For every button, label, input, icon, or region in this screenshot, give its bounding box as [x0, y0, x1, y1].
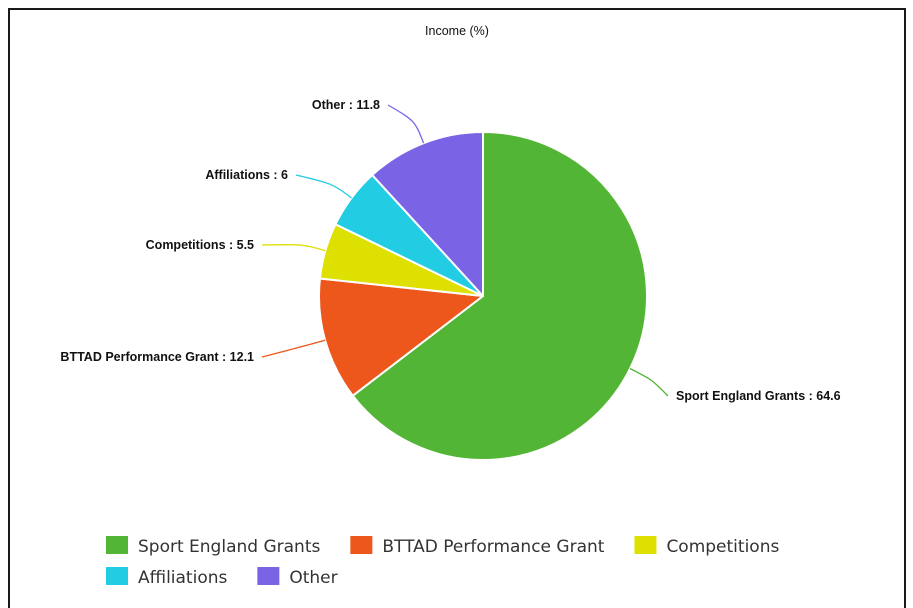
slice-labels: Sport England Grants : 64.6 BTTAD Perform…: [60, 98, 840, 403]
leader-line-sport-england-grants: [629, 368, 669, 397]
pie-slice-sport-england-grants[interactable]: [351, 131, 648, 461]
legend-swatch-competitions[interactable]: [634, 536, 657, 554]
leader-lines: [261, 104, 669, 397]
leader-line-competitions: [261, 243, 326, 252]
legend: Sport England Grants BTTAD Performance Gr…: [106, 536, 779, 588]
legend-label-competitions[interactable]: Competitions: [666, 537, 779, 557]
slice-label-sport-england-grants: Sport England Grants : 64.6: [676, 389, 841, 403]
leader-line-bttad-performance-grant: [261, 339, 326, 358]
legend-label-bttad-performance-grant[interactable]: BTTAD Performance Grant: [382, 537, 604, 557]
legend-label-affiliations[interactable]: Affiliations: [138, 568, 227, 588]
legend-swatch-bttad-performance-grant[interactable]: [350, 536, 373, 554]
legend-label-sport-england-grants[interactable]: Sport England Grants: [138, 537, 320, 557]
leader-line-affiliations: [295, 174, 352, 199]
pie-slice-bttad-performance-grant[interactable]: [318, 277, 484, 397]
chart-title: Income (%): [425, 24, 489, 38]
slice-label-other: Other : 11.8: [312, 98, 380, 112]
legend-swatch-other[interactable]: [257, 567, 280, 585]
legend-swatch-affiliations[interactable]: [106, 567, 128, 585]
slice-label-competitions: Competitions : 5.5: [146, 238, 254, 252]
legend-label-other[interactable]: Other: [289, 568, 337, 588]
pie-chart: Income (%) Sport England Grants : 64.6 BT…: [60, 24, 840, 588]
slice-label-affiliations: Affiliations : 6: [205, 168, 288, 182]
legend-swatch-sport-england-grants[interactable]: [106, 536, 128, 554]
slice-label-bttad-performance-grant: BTTAD Performance Grant : 12.1: [60, 350, 254, 364]
leader-line-other: [387, 104, 425, 144]
pie-slices: [318, 131, 648, 461]
